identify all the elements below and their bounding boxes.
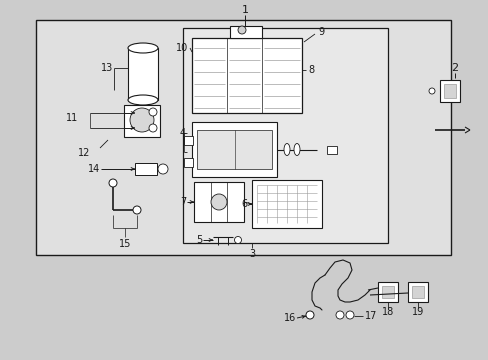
Bar [377,282,397,302]
Bar [229,26,262,38]
Circle shape [149,124,157,132]
Bar [192,38,302,113]
Bar [439,80,459,102]
Ellipse shape [293,144,299,156]
Text: 18: 18 [381,307,393,317]
Bar [192,122,276,177]
Text: 15: 15 [119,239,131,249]
Bar [183,28,387,243]
Text: 11: 11 [65,113,78,123]
Bar [138,98,148,106]
Bar [326,145,336,153]
Bar [197,130,271,169]
Circle shape [305,311,313,319]
Bar [407,282,427,302]
Circle shape [210,194,226,210]
Text: 19: 19 [411,307,423,317]
Bar [443,84,455,98]
Circle shape [234,237,241,243]
Bar [128,48,158,100]
Bar [124,105,160,137]
Bar [411,286,423,298]
Circle shape [149,108,157,116]
Text: 17: 17 [364,311,377,321]
Ellipse shape [284,144,289,156]
Circle shape [109,179,117,187]
Ellipse shape [128,95,158,105]
Circle shape [428,88,434,94]
Text: 13: 13 [101,63,113,73]
Text: 10: 10 [175,43,187,53]
Text: 5: 5 [195,235,202,245]
Circle shape [335,311,343,319]
Bar [194,182,244,222]
Text: 8: 8 [307,65,313,75]
Bar [183,136,193,145]
Bar [135,163,157,175]
Circle shape [133,206,141,214]
Text: 3: 3 [248,249,255,259]
Text: 16: 16 [283,313,295,323]
Circle shape [346,311,353,319]
Text: 1: 1 [241,5,248,15]
Text: 4: 4 [180,128,185,138]
Text: 6: 6 [242,199,247,209]
Bar [36,20,450,255]
Bar [183,158,193,167]
Circle shape [130,108,154,132]
Text: 9: 9 [317,27,324,37]
Text: 7: 7 [180,197,185,207]
Bar [381,286,393,298]
Bar [251,180,321,228]
Ellipse shape [128,43,158,53]
Circle shape [158,164,168,174]
Text: 12: 12 [78,148,90,158]
Text: 2: 2 [450,63,458,73]
Text: 14: 14 [87,164,100,174]
Circle shape [238,26,245,34]
